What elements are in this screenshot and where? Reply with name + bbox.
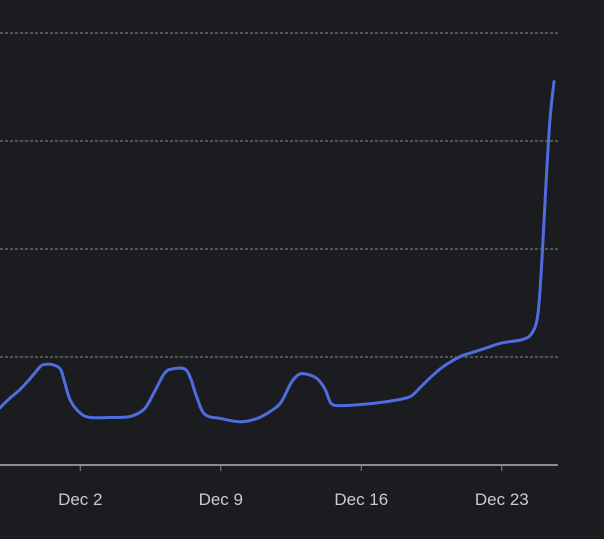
x-tick-label-dec-9: Dec 9 (199, 490, 243, 509)
gridlines (0, 32, 558, 358)
x-axis (0, 464, 558, 471)
x-tick-label-dec-2: Dec 2 (58, 490, 102, 509)
x-tick-label-dec-23: Dec 23 (475, 490, 529, 509)
series-layer (0, 80, 556, 424)
series-line (0, 80, 556, 424)
x-tick-label-dec-16: Dec 16 (334, 490, 388, 509)
x-tick-labels: Dec 2 Dec 9 Dec 16 Dec 23 (58, 490, 529, 509)
